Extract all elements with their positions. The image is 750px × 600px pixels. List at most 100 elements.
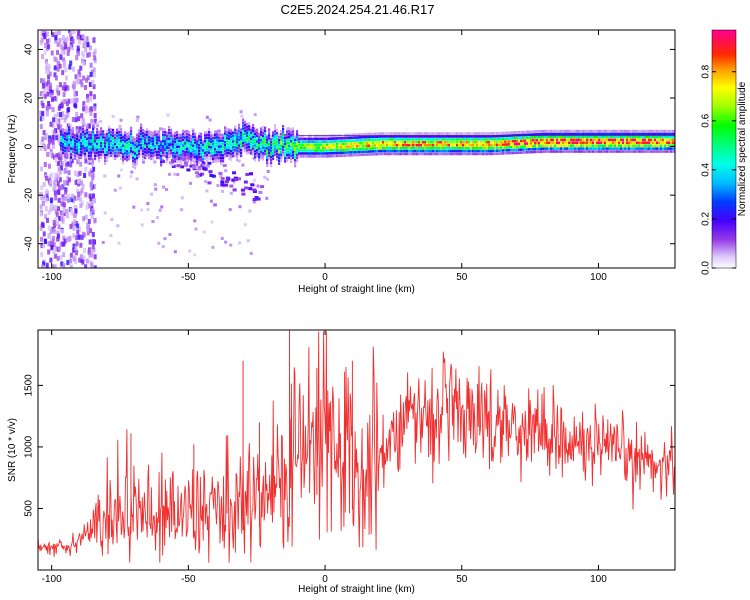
heatmap-cell [472, 132, 475, 135]
heatmap-cell [54, 217, 58, 223]
colorbar-segment [712, 157, 736, 159]
heatmap-cell [582, 141, 585, 145]
heatmap-cell [484, 141, 487, 144]
colorbar-segment [712, 178, 736, 180]
heatmap-cell [210, 143, 213, 146]
heatmap-cell [46, 67, 50, 73]
heatmap-cell [130, 126, 133, 130]
heatmap-cell [208, 133, 211, 137]
heatmap-cell [194, 135, 197, 139]
heatmap-cell [96, 145, 99, 149]
heatmap-cell [596, 150, 599, 153]
heatmap-cell [340, 154, 343, 158]
colorbar-segment [712, 96, 736, 98]
colorbar-segment [712, 196, 736, 198]
heatmap-cell [234, 151, 237, 155]
heatmap-cell [66, 85, 70, 91]
heatmap-cell [130, 170, 134, 174]
heatmap-cell [85, 204, 89, 210]
heatmap-cell [170, 140, 173, 143]
colorbar-segment [712, 83, 736, 85]
heatmap-cell [346, 145, 349, 149]
heatmap-cell [412, 146, 415, 150]
heatmap-cell [294, 153, 297, 156]
heatmap-cell [278, 144, 281, 148]
heatmap-cell [152, 131, 155, 135]
heatmap-cell [264, 141, 267, 144]
heatmap-cell [74, 74, 78, 80]
colorbar-segment [712, 146, 736, 148]
heatmap-cell [538, 138, 541, 142]
heatmap-cell [91, 175, 95, 181]
heatmap-cell [160, 140, 163, 144]
heatmap-cell [624, 150, 627, 153]
heatmap-cell [134, 163, 137, 167]
heatmap-cell [440, 138, 443, 141]
heatmap-cell [520, 130, 523, 134]
heatmap-cell [560, 141, 563, 145]
heatmap-cell [134, 158, 137, 161]
heatmap-cell [238, 126, 241, 130]
colorbar-segment [712, 169, 736, 171]
heatmap-cell [358, 153, 361, 157]
heatmap-cell [76, 152, 79, 155]
heatmap-cell [93, 48, 97, 54]
heatmap-cell [330, 140, 333, 143]
colorbar-segment [712, 78, 736, 80]
heatmap-cell [274, 135, 277, 139]
heatmap-cell [61, 85, 65, 91]
heatmap-cell [89, 196, 93, 202]
heatmap-cell [230, 149, 233, 153]
heatmap-cell [582, 129, 585, 133]
heatmap-cell [358, 150, 361, 154]
heatmap-cell [60, 115, 64, 121]
heatmap-cell [446, 132, 449, 135]
heatmap-cell [108, 143, 111, 146]
heatmap-cell [350, 151, 353, 154]
heatmap-cell [420, 152, 423, 156]
heatmap-cell [76, 223, 80, 229]
heatmap-cell [194, 132, 197, 136]
heatmap-cell [600, 132, 603, 136]
heatmap-cell [570, 150, 573, 153]
heatmap-cell [648, 150, 651, 153]
heatmap-cell [45, 105, 49, 111]
heatmap-cell [562, 144, 565, 147]
heatmap-cell [546, 147, 549, 150]
heatmap-cell [558, 132, 561, 136]
heatmap-cell [126, 135, 129, 139]
heatmap-cell [394, 152, 397, 156]
heatmap-cell [134, 137, 137, 141]
heatmap-cell [210, 134, 213, 138]
heatmap-cell [114, 154, 117, 158]
heatmap-cell [77, 178, 81, 184]
heatmap-cell [90, 130, 93, 134]
heatmap-cell [592, 132, 595, 136]
heatmap-cell [584, 132, 587, 136]
heatmap-cell [512, 137, 515, 140]
heatmap-cell [59, 241, 63, 247]
heatmap-cell [159, 127, 163, 131]
heatmap-cell [146, 202, 150, 206]
heatmap-cell [372, 135, 375, 139]
heatmap-cell [140, 141, 143, 144]
heatmap-cell [574, 138, 577, 142]
heatmap-cell [376, 144, 379, 147]
heatmap-cell [400, 135, 403, 138]
heatmap-cell [278, 139, 281, 142]
heatmap-cell [298, 143, 301, 147]
heatmap-cell [584, 150, 587, 153]
heatmap-cell [298, 155, 301, 158]
heatmap-cell [118, 151, 121, 154]
heatmap-cell [428, 143, 431, 147]
heatmap-cell [110, 139, 113, 143]
heatmap-cell [220, 180, 225, 184]
heatmap-cell [346, 142, 349, 146]
heatmap-cell [554, 138, 557, 142]
heatmap-cell [232, 140, 235, 143]
heatmap-cell [134, 152, 137, 155]
heatmap-cell [180, 158, 185, 162]
heatmap-cell [272, 134, 275, 137]
colorbar-segment [712, 125, 736, 127]
heatmap-cell [382, 135, 385, 138]
